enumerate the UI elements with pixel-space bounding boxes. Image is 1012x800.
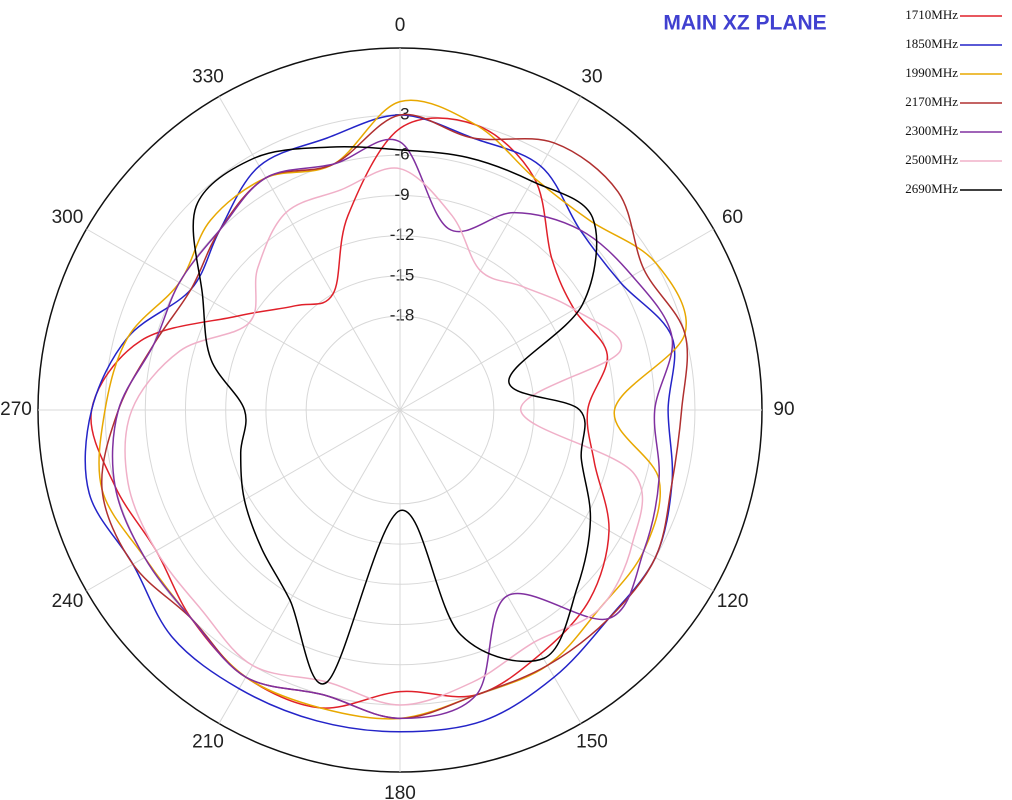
r-tick-label: -6 xyxy=(394,145,409,164)
theta-tick-label: 60 xyxy=(722,207,743,228)
r-tick-label: -15 xyxy=(390,265,415,284)
theta-tick-label: 300 xyxy=(52,207,84,228)
theta-tick-label: 240 xyxy=(52,591,84,612)
theta-tick-label: 330 xyxy=(192,66,224,87)
r-tick-label: -9 xyxy=(394,185,409,204)
grid-spoke xyxy=(399,409,582,724)
series-line xyxy=(124,167,644,706)
series-line xyxy=(90,117,610,709)
grid-spoke xyxy=(399,409,714,592)
r-tick-label: -18 xyxy=(390,306,415,325)
grid-spoke xyxy=(399,228,714,411)
theta-tick-label: 210 xyxy=(192,732,224,753)
theta-tick-label: 120 xyxy=(717,591,749,612)
legend-label: 2300MHz xyxy=(905,123,958,138)
series-line xyxy=(111,138,674,720)
chart-title: MAIN XZ PLANE xyxy=(663,12,826,35)
series-line xyxy=(192,145,598,685)
series-line xyxy=(84,114,676,733)
theta-tick-label: 270 xyxy=(0,399,32,420)
legend-label: 2690MHz xyxy=(905,181,958,196)
grid-spoke xyxy=(86,409,401,592)
grid-spoke xyxy=(218,96,401,411)
legend-label: 1990MHz xyxy=(905,65,958,80)
legend-label: 1710MHz xyxy=(905,7,958,22)
theta-tick-label: 30 xyxy=(581,66,602,87)
series-line xyxy=(100,113,689,720)
legend-label: 1850MHz xyxy=(905,36,958,51)
grid-spoke xyxy=(218,409,401,724)
theta-tick-label: 150 xyxy=(576,732,608,753)
theta-tick-label: 90 xyxy=(773,399,794,420)
legend-label: 2500MHz xyxy=(905,152,958,167)
theta-tick-label: 180 xyxy=(384,783,416,800)
grid-spoke xyxy=(399,96,582,411)
grid-spoke xyxy=(86,228,401,411)
theta-tick-label: 0 xyxy=(395,15,406,36)
legend-label: 2170MHz xyxy=(905,94,958,109)
r-tick-label: -12 xyxy=(390,225,415,244)
